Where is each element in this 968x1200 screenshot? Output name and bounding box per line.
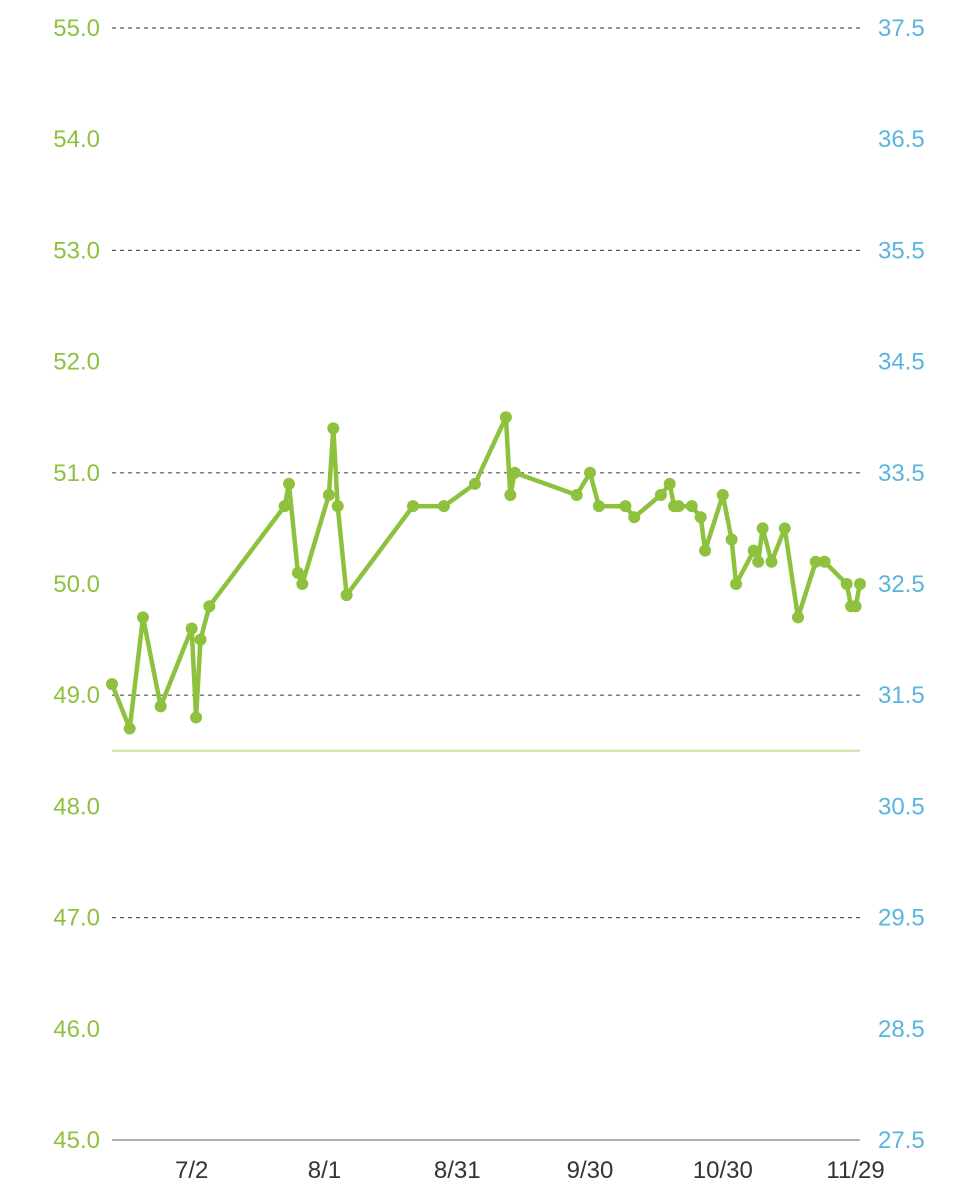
right-y-tick-label: 34.5 — [878, 349, 925, 376]
data-point — [628, 511, 641, 524]
data-point — [818, 555, 831, 568]
data-point — [283, 477, 296, 490]
left-y-tick-label: 55.0 — [53, 15, 100, 42]
right-y-tick-label: 29.5 — [878, 905, 925, 932]
data-point — [278, 500, 291, 513]
data-point — [699, 544, 712, 557]
right-y-tick-label: 27.5 — [878, 1127, 925, 1154]
data-point — [592, 500, 605, 513]
data-point — [504, 489, 517, 502]
data-point — [185, 622, 198, 635]
right-y-tick-label: 30.5 — [878, 793, 925, 820]
right-y-tick-label: 32.5 — [878, 571, 925, 598]
data-point — [508, 466, 521, 479]
left-y-tick-label: 47.0 — [53, 905, 100, 932]
left-y-tick-label: 45.0 — [53, 1127, 100, 1154]
data-point — [106, 678, 118, 691]
data-point — [694, 511, 707, 524]
right-y-axis: 27.5 28.5 29.5 30.5 31.5 32.5 33.5 34.5 35.5 36.5… — [878, 15, 925, 1154]
x-tick-label: 8/31 — [434, 1157, 481, 1184]
data-point — [570, 489, 583, 502]
left-y-axis: 45.0 46.0 47.0 48.0 49.0 50.0 51.0 52.0 53.0 54.0… — [53, 15, 100, 1154]
data-point — [468, 477, 481, 490]
left-y-tick-label: 50.0 — [53, 571, 100, 598]
data-point — [849, 600, 862, 613]
left-y-tick-label: 52.0 — [53, 349, 100, 376]
data-point — [685, 500, 698, 513]
x-axis: 7/2 8/1 8/31 9/30 10/30 11/29 — [175, 1157, 885, 1184]
data-point — [765, 555, 778, 568]
data-point — [747, 544, 760, 557]
data-point — [854, 578, 866, 590]
data-point — [619, 500, 632, 513]
series-layer — [106, 411, 866, 735]
right-y-tick-label: 37.5 — [878, 15, 925, 42]
data-point — [756, 522, 769, 535]
data-point — [792, 611, 805, 624]
data-point — [194, 633, 207, 646]
right-y-tick-label: 31.5 — [878, 682, 925, 709]
data-point — [437, 500, 450, 513]
left-y-tick-label: 54.0 — [53, 126, 100, 153]
x-tick-label: 10/30 — [693, 1157, 753, 1184]
x-tick-label: 11/29 — [826, 1157, 884, 1184]
data-point — [340, 589, 353, 602]
data-point — [778, 522, 791, 535]
data-point — [406, 500, 419, 513]
x-tick-label: 8/1 — [308, 1157, 341, 1184]
data-point — [654, 489, 667, 502]
data-point — [752, 555, 765, 568]
right-y-tick-label: 33.5 — [878, 460, 925, 487]
data-point — [203, 600, 216, 613]
data-point — [499, 411, 512, 424]
data-point — [840, 578, 853, 590]
series-line — [109, 414, 863, 731]
left-y-tick-label: 46.0 — [53, 1016, 100, 1043]
data-point — [716, 489, 729, 502]
data-point — [154, 700, 167, 713]
data-point — [663, 477, 676, 490]
left-y-tick-label: 48.0 — [53, 793, 100, 820]
left-y-tick-label: 51.0 — [53, 460, 100, 487]
right-y-tick-label: 36.5 — [878, 126, 925, 153]
right-y-tick-label: 28.5 — [878, 1016, 925, 1043]
data-point — [136, 611, 149, 624]
data-point — [584, 466, 597, 479]
x-tick-label: 7/2 — [175, 1157, 208, 1184]
data-point — [190, 711, 203, 724]
data-point — [123, 722, 136, 735]
data-point — [327, 422, 340, 435]
data-point — [296, 578, 309, 590]
left-y-tick-label: 49.0 — [53, 682, 100, 709]
grid-layer — [112, 27, 860, 1141]
data-point — [725, 533, 738, 546]
data-point — [672, 500, 685, 513]
left-y-tick-label: 53.0 — [53, 237, 100, 264]
data-point — [322, 489, 335, 502]
data-point — [291, 566, 304, 579]
data-point — [730, 578, 743, 590]
right-y-tick-label: 35.5 — [878, 237, 925, 264]
data-point — [809, 555, 822, 568]
data-point — [331, 500, 344, 513]
x-tick-label: 9/30 — [567, 1157, 614, 1184]
